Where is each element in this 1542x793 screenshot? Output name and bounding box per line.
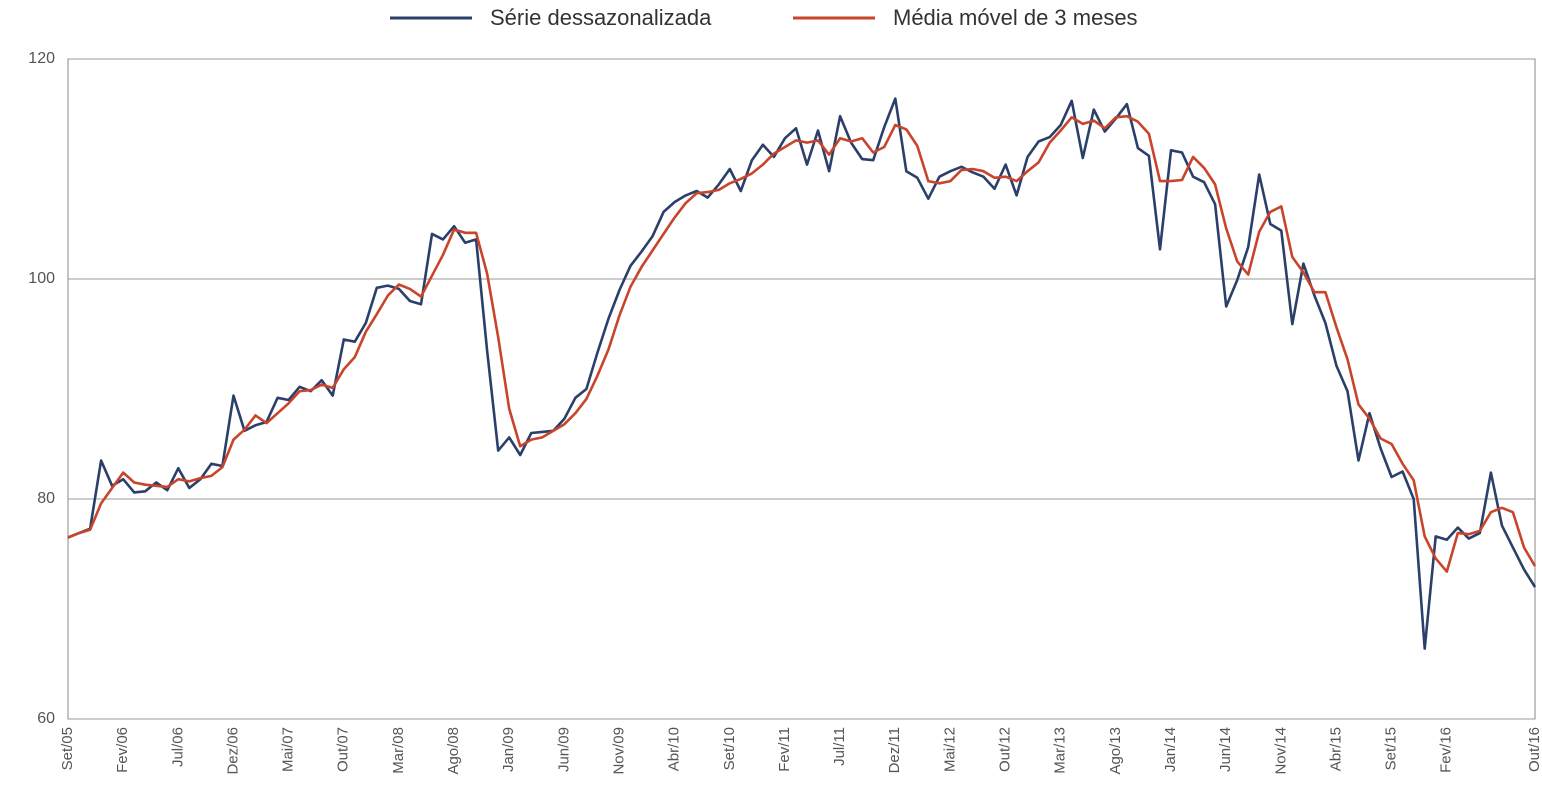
x-tick-label: Mai/12: [941, 727, 958, 772]
x-tick-label: Jul/06: [169, 727, 186, 767]
x-tick-label: Mar/08: [390, 727, 407, 774]
plot-frame: [67, 58, 1536, 720]
legend-label: Média móvel de 3 meses: [893, 5, 1138, 30]
y-tick-label: 100: [28, 270, 55, 287]
legend-label: Série dessazonalizada: [490, 5, 712, 30]
y-tick-label: 60: [37, 710, 55, 727]
x-tick-label: Out/16: [1526, 727, 1542, 772]
x-tick-label: Jan/09: [500, 727, 517, 772]
x-tick-label: Mai/07: [280, 727, 297, 772]
y-tick-label: 80: [37, 490, 55, 507]
x-tick-label: Jun/14: [1217, 727, 1234, 772]
x-tick-label: Set/15: [1383, 727, 1400, 770]
series-line: [67, 97, 1537, 650]
x-tick-label: Dez/06: [224, 727, 241, 775]
x-tick-label: Jan/14: [1162, 727, 1179, 772]
x-tick-label: Fev/06: [114, 727, 131, 773]
x-tick-label: Abr/15: [1327, 727, 1344, 771]
x-tick-label: Jun/09: [555, 727, 572, 772]
x-tick-label: Nov/14: [1272, 727, 1289, 775]
series-line: [67, 114, 1537, 573]
x-tick-label: Fev/11: [776, 727, 793, 772]
x-tick-label: Abr/10: [666, 727, 683, 771]
x-tick-label: Fev/16: [1438, 727, 1455, 773]
x-tick-label: Jul/11: [831, 727, 848, 766]
y-tick-label: 120: [28, 50, 55, 67]
x-tick-label: Ago/08: [445, 727, 462, 775]
x-tick-label: Ago/13: [1107, 727, 1124, 775]
x-tick-label: Out/12: [997, 727, 1014, 772]
x-tick-label: Mar/13: [1052, 727, 1069, 774]
x-tick-label: Set/05: [59, 727, 76, 770]
x-tick-label: Nov/09: [610, 727, 627, 775]
x-tick-label: Set/10: [721, 727, 738, 770]
x-tick-label: Dez/11: [886, 727, 903, 773]
x-tick-label: Out/07: [335, 727, 352, 772]
